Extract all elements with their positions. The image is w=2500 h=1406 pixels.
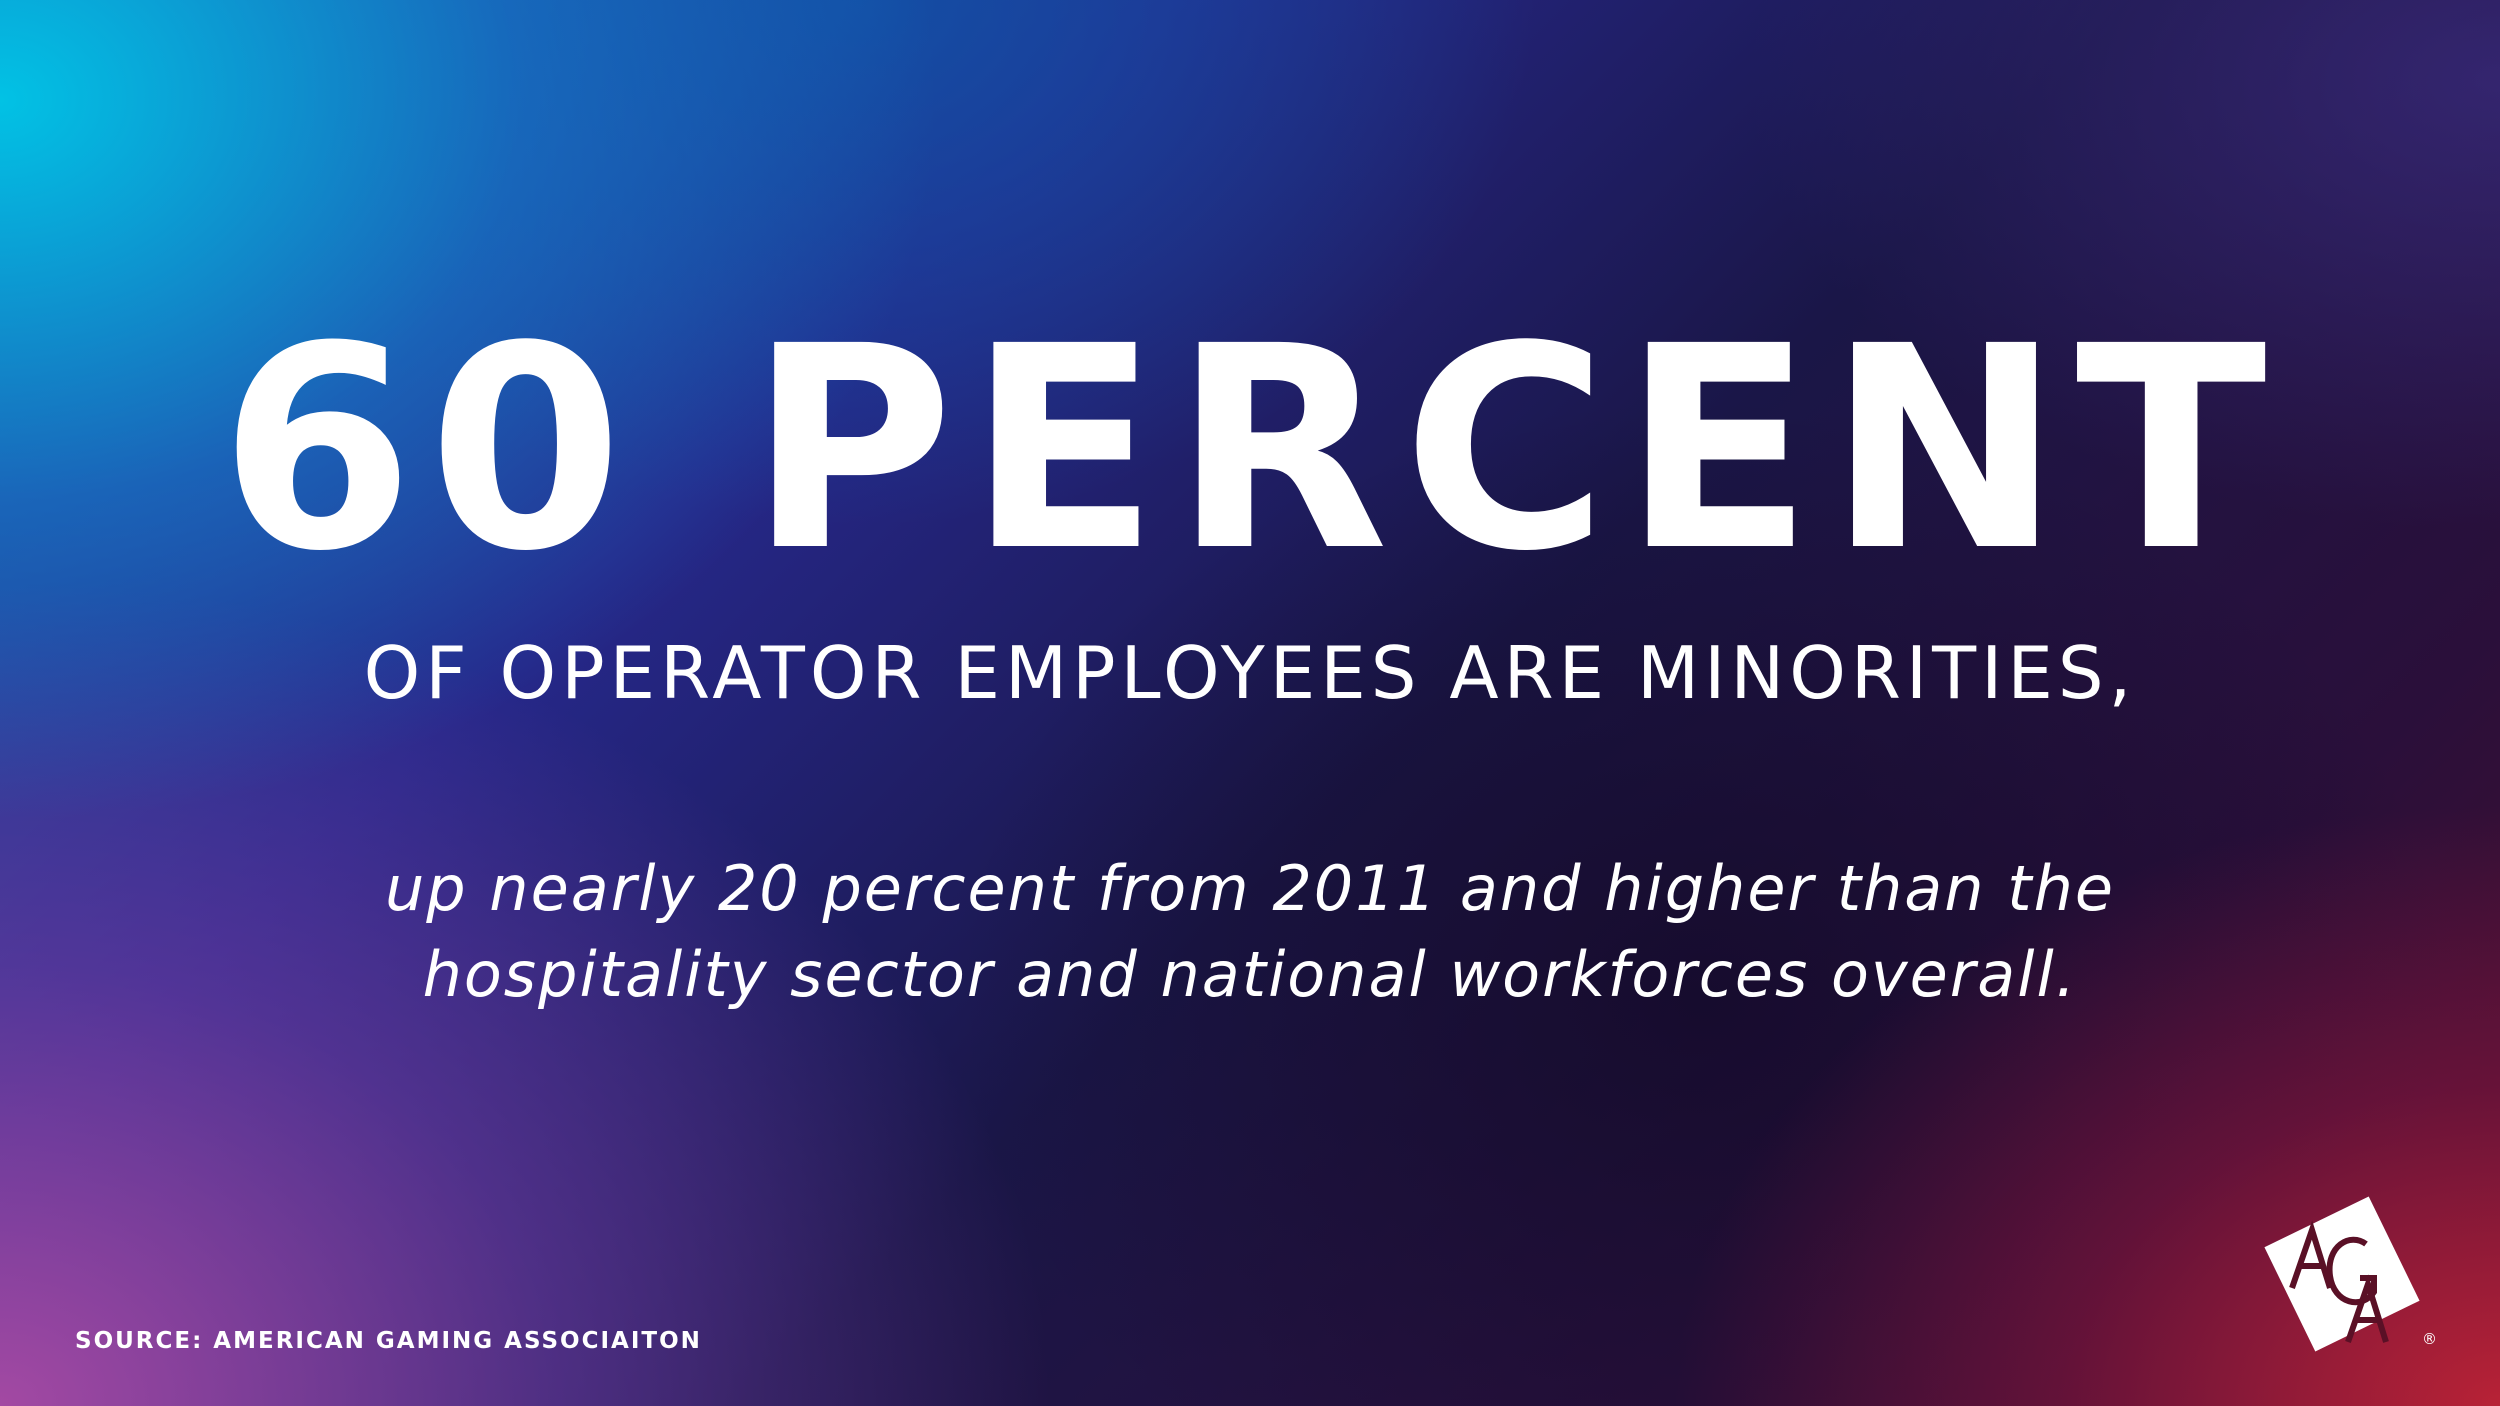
source-credit: SOURCE: AMERICAN GAMING ASSOCIAITON [75,1328,702,1354]
subheadline: OF OPERATOR EMPLOYEES ARE MINORITIES, [363,631,2137,715]
detail-line-2: hospitality sector and national workforc… [422,938,2078,1011]
detail-line-1: up nearly 20 percent from 2011 and highe… [384,852,2116,925]
headline-statistic: 60 PERCENT [219,287,2281,613]
registered-mark: ® [2422,1330,2436,1348]
detail-text: up nearly 20 percent from 2011 and highe… [0,846,2500,1018]
aga-logo: ® [2264,1196,2436,1352]
